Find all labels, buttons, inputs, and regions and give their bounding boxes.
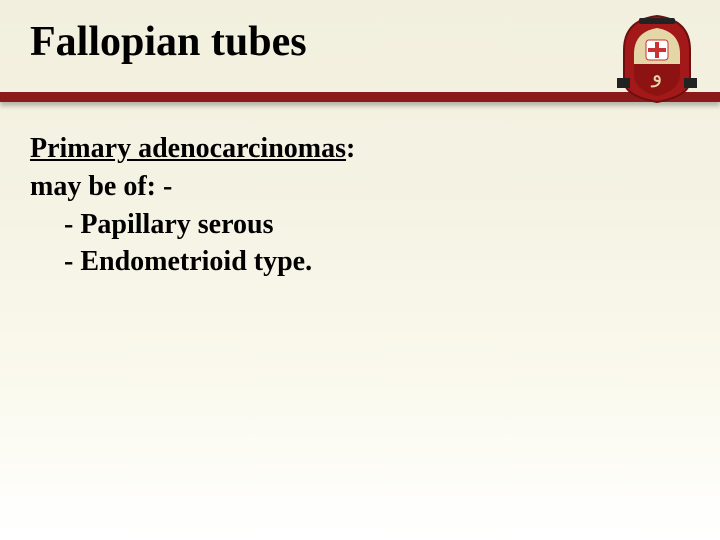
bullet-item: - Endometrioid type.: [30, 243, 690, 281]
svg-text:ﻭ: ﻭ: [651, 62, 663, 88]
header-divider: [0, 92, 720, 102]
bullet-item: - Papillary serous: [30, 206, 690, 244]
subheading-line: Primary adenocarcinomas:: [30, 130, 690, 168]
crest-logo: ﻭ: [614, 10, 700, 106]
intro-line: may be of: -: [30, 168, 690, 206]
subheading: Primary adenocarcinomas: [30, 133, 346, 164]
subheading-colon: :: [346, 133, 355, 164]
title-area: Fallopian tubes: [0, 0, 720, 92]
slide-body: Primary adenocarcinomas: may be of: - - …: [0, 102, 720, 281]
